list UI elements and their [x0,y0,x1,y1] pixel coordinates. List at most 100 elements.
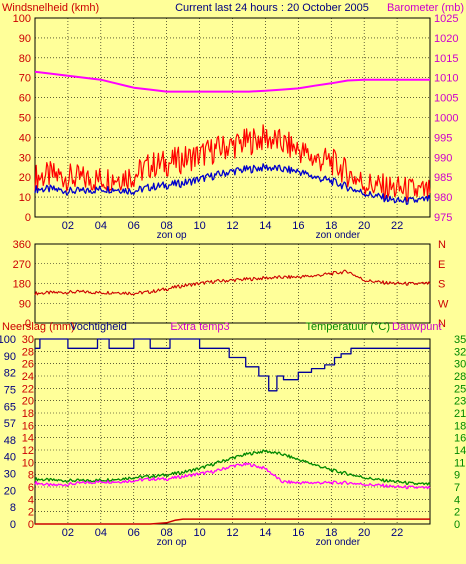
rain-left-tick-label: 26 [22,359,34,371]
humidity-left-tick-label: 0 [10,519,16,531]
temp-right-tick-label: 14 [454,445,466,457]
temp-chart-x-tick-label: 06 [128,527,140,539]
wind-left-tick-label: 30 [19,152,31,164]
barometer-right-tick-label: 1000 [434,113,458,125]
temp-right-tick-label: 23 [454,396,466,408]
dewpoint-axis-title: Dauwpunt [392,321,442,333]
wind-left-tick-label: 80 [19,53,31,65]
wind-left-tick-label: 50 [19,113,31,125]
direction-left-tick-label: 180 [13,279,31,291]
wind-chart-x-tick-label: 12 [226,220,238,232]
wind-chart-x-tick-label: 18 [325,220,337,232]
wind-chart-x-tick-label: 02 [62,220,74,232]
temp-chart-sun-label: zon op [157,537,187,548]
wind-left-tick-label: 60 [19,93,31,105]
barometer-right-tick-label: 975 [434,212,452,224]
wind-chart-x-tick-label: 04 [95,220,107,232]
temp-chart-x-tick-label: 02 [62,527,74,539]
barometer-right-tick-label: 980 [434,192,452,204]
temp-right-tick-label: 32 [454,346,466,358]
wind-left-tick-label: 100 [13,13,31,25]
temperature-line [34,449,431,486]
direction-right-tick-label: N [438,239,446,251]
temp-right-tick-label: 0 [454,519,460,531]
rain-line [35,518,430,525]
humidity-left-tick-label: 75 [4,384,16,396]
wind-left-tick-label: 90 [19,33,31,45]
rain-left-tick-label: 20 [22,396,34,408]
temperature-axis-title: Temperatuur (°C) [306,321,390,333]
humidity-left-tick-label: 8 [10,502,16,514]
humidity-left-tick-label: 65 [4,401,16,413]
humidity-axis-title: Vochtigheid [70,321,127,333]
rain-left-tick-label: 18 [22,408,34,420]
wind-chart-title: Current last 24 hours : 20 October 2005 [175,2,369,14]
rain-left-tick-label: 16 [22,420,34,432]
humidity-left-tick-label: 82 [4,368,16,380]
direction-right-tick-label: S [438,279,445,291]
wind-left-tick-label: 70 [19,73,31,85]
barometer-right-tick-label: 1015 [434,53,458,65]
temp-right-tick-label: 7 [454,482,460,494]
barometer-right-tick-label: 1005 [434,93,458,105]
temp-chart-x-tick-label: 14 [259,527,271,539]
temp-chart-sun-label: zon onder [316,537,361,548]
direction-right-tick-label: E [438,259,445,271]
temp-chart-x-tick-label: 10 [193,527,205,539]
temp-chart-x-tick-label: 22 [391,527,403,539]
temp-right-tick-label: 18 [454,420,466,432]
temp-chart-frame [34,338,431,525]
wind-chart-x-tick-label: 16 [292,220,304,232]
wind-chart-sun-label: zon onder [316,230,361,241]
humidity-left-tick-label: 90 [4,351,16,363]
direction-left-tick-label: 90 [19,298,31,310]
temp-right-tick-label: 21 [454,408,466,420]
rain-left-tick-label: 14 [22,433,34,445]
temp-chart-x-tick-label: 20 [358,527,370,539]
temp-right-tick-label: 35 [454,334,466,346]
rain-left-tick-label: 4 [28,494,34,506]
temp-right-tick-label: 16 [454,433,466,445]
temp-right-tick-label: 4 [454,494,460,506]
humidity-left-tick-label: 40 [4,452,16,464]
rain-left-tick-label: 22 [22,383,34,395]
rain-left-tick-label: 10 [22,457,34,469]
direction-left-tick-label: 360 [13,239,31,251]
humidity-left-tick-label: 30 [4,469,16,481]
wind-direction-line [34,269,431,296]
direction-left-tick-label: 0 [25,318,31,330]
temp-right-tick-label: 11 [454,457,465,469]
humidity-left-tick-label: 57 [4,418,16,430]
barometer-right-tick-label: 985 [434,172,452,184]
dewpoint-line [34,462,431,490]
rain-left-tick-label: 2 [28,507,34,519]
wind-left-tick-label: 10 [19,192,31,204]
rain-left-tick-label: 28 [22,346,34,358]
wind-gust-line [34,124,431,203]
wind-chart-x-tick-label: 20 [358,220,370,232]
barometer-axis-title: Barometer (mb) [387,2,464,14]
temp-right-tick-label: 2 [454,507,460,519]
temp-right-tick-label: 9 [454,470,460,482]
rain-left-tick-label: 12 [22,445,34,457]
barometer-right-tick-label: 1020 [434,33,458,45]
wind-chart-x-tick-label: 06 [128,220,140,232]
temp-chart-x-tick-label: 18 [325,527,337,539]
wind-left-tick-label: 20 [19,172,31,184]
wind-chart-x-tick-label: 10 [193,220,205,232]
humidity-line [35,338,430,392]
humidity-left-tick-label: 20 [4,485,16,497]
extra-temp-title: Extra temp3 [170,321,229,333]
direction-right-tick-label: W [438,298,449,310]
wind-left-tick-label: 0 [25,212,31,224]
wind-avg-line [34,163,431,205]
rain-left-tick-label: 24 [22,371,34,383]
direction-left-tick-label: 270 [13,259,31,271]
wind-left-tick-label: 40 [19,132,31,144]
rain-axis-title: Neerslag (mm) [2,321,75,333]
wind-chart-sun-label: zon op [157,230,187,241]
barometer-right-tick-label: 990 [434,152,452,164]
temp-right-tick-label: 30 [454,359,466,371]
barometer-line [34,70,430,93]
